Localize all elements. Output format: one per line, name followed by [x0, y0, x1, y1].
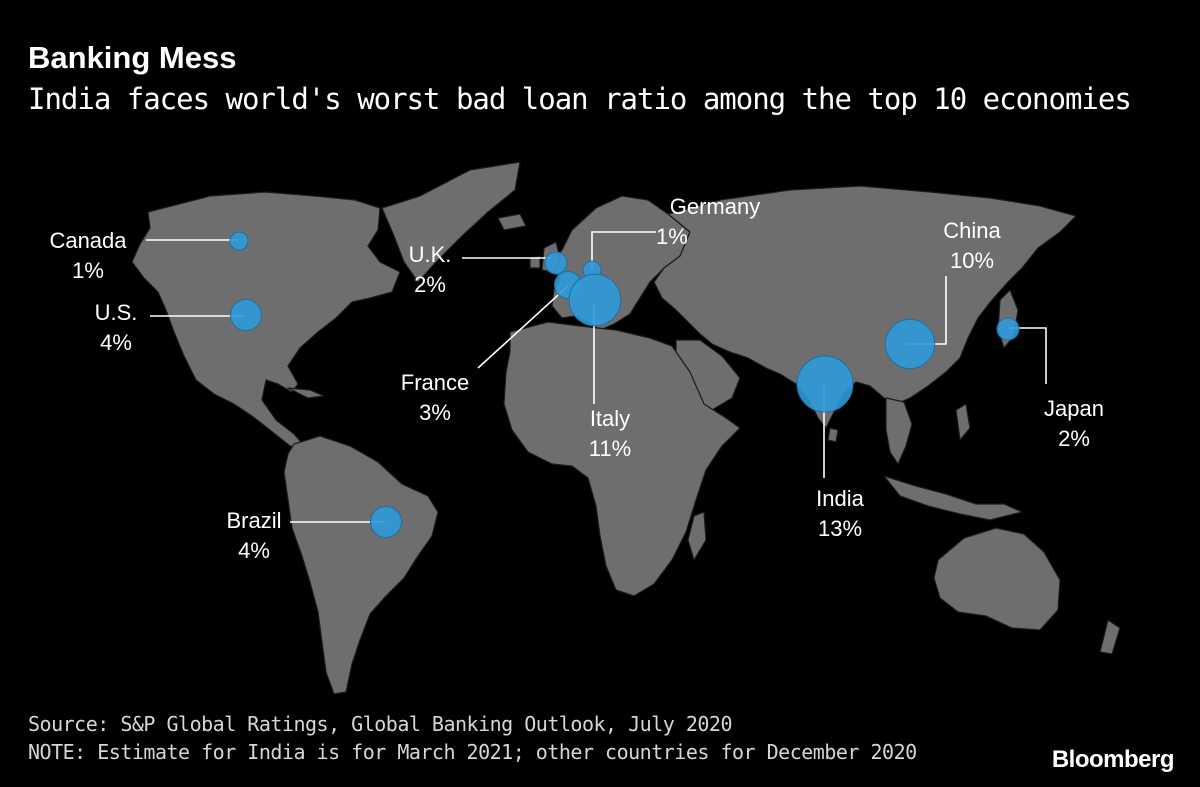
land-southeast-asia — [885, 397, 913, 465]
land-cuba — [287, 387, 325, 399]
country-value-italy: 11% — [588, 436, 632, 461]
country-value-japan: 2% — [1058, 426, 1090, 451]
land-philippines — [955, 403, 971, 441]
country-value-us: 4% — [100, 330, 132, 355]
land-north-america — [131, 191, 401, 449]
country-name-china: China — [943, 218, 1001, 243]
country-name-uk: U.K. — [408, 242, 452, 267]
land-australia — [933, 527, 1061, 631]
label-brazil: Brazil 4% — [204, 506, 304, 566]
label-italy: Italy 11% — [560, 404, 660, 464]
leader-japan — [1008, 327, 1047, 384]
country-name-germany: Germany — [669, 194, 761, 219]
bloomberg-logo: Bloomberg — [1051, 746, 1175, 773]
label-china: China 10% — [922, 216, 1022, 276]
land-sri-lanka — [827, 427, 839, 443]
land-new-zealand — [1099, 619, 1121, 655]
land-madagascar — [687, 511, 707, 561]
label-canada: Canada 1% — [38, 226, 138, 286]
label-japan: Japan 2% — [1024, 394, 1124, 454]
country-name-india: India — [816, 486, 864, 511]
label-us: U.S. 4% — [66, 298, 166, 358]
label-india: India 13% — [790, 484, 890, 544]
land-iceland — [497, 213, 527, 231]
land-indonesia — [883, 475, 1023, 521]
country-name-us: U.S. — [94, 300, 138, 325]
country-name-italy: Italy — [589, 406, 631, 431]
country-name-brazil: Brazil — [226, 508, 282, 533]
bubble-brazil — [370, 506, 402, 538]
footnote: NOTE: Estimate for India is for March 20… — [28, 740, 917, 764]
country-value-india: 13% — [817, 516, 863, 541]
country-value-uk: 2% — [414, 272, 446, 297]
country-name-france: France — [400, 370, 470, 395]
chart-title: Banking Mess — [28, 40, 237, 75]
bubble-china — [884, 318, 936, 370]
land-ireland — [529, 255, 541, 269]
bubble-canada — [229, 231, 249, 251]
country-value-france: 3% — [419, 400, 451, 425]
label-germany: Germany 1% — [652, 192, 778, 252]
land-africa — [503, 321, 741, 597]
bubble-india — [796, 355, 854, 413]
label-uk: U.K. 2% — [380, 240, 480, 300]
bubble-italy — [568, 273, 622, 327]
label-france: France 3% — [380, 368, 490, 428]
bubble-us — [230, 299, 262, 331]
bubble-uk — [544, 251, 568, 275]
land-asia — [653, 185, 1077, 429]
leader-germany — [591, 231, 656, 268]
land-south-america — [283, 435, 439, 695]
country-name-canada: Canada — [49, 228, 127, 253]
land-greenland — [381, 161, 521, 283]
source-note: Source: S&P Global Ratings, Global Banki… — [28, 712, 733, 736]
country-value-canada: 1% — [72, 258, 104, 283]
country-value-china: 10% — [949, 248, 995, 273]
chart-subtitle: India faces world's worst bad loan ratio… — [28, 82, 1132, 116]
country-name-japan: Japan — [1044, 396, 1104, 421]
leader-france — [477, 285, 569, 369]
country-value-germany: 1% — [656, 224, 688, 249]
country-value-brazil: 4% — [238, 538, 270, 563]
bubble-japan — [996, 317, 1020, 341]
bubble-layer — [229, 231, 1020, 538]
